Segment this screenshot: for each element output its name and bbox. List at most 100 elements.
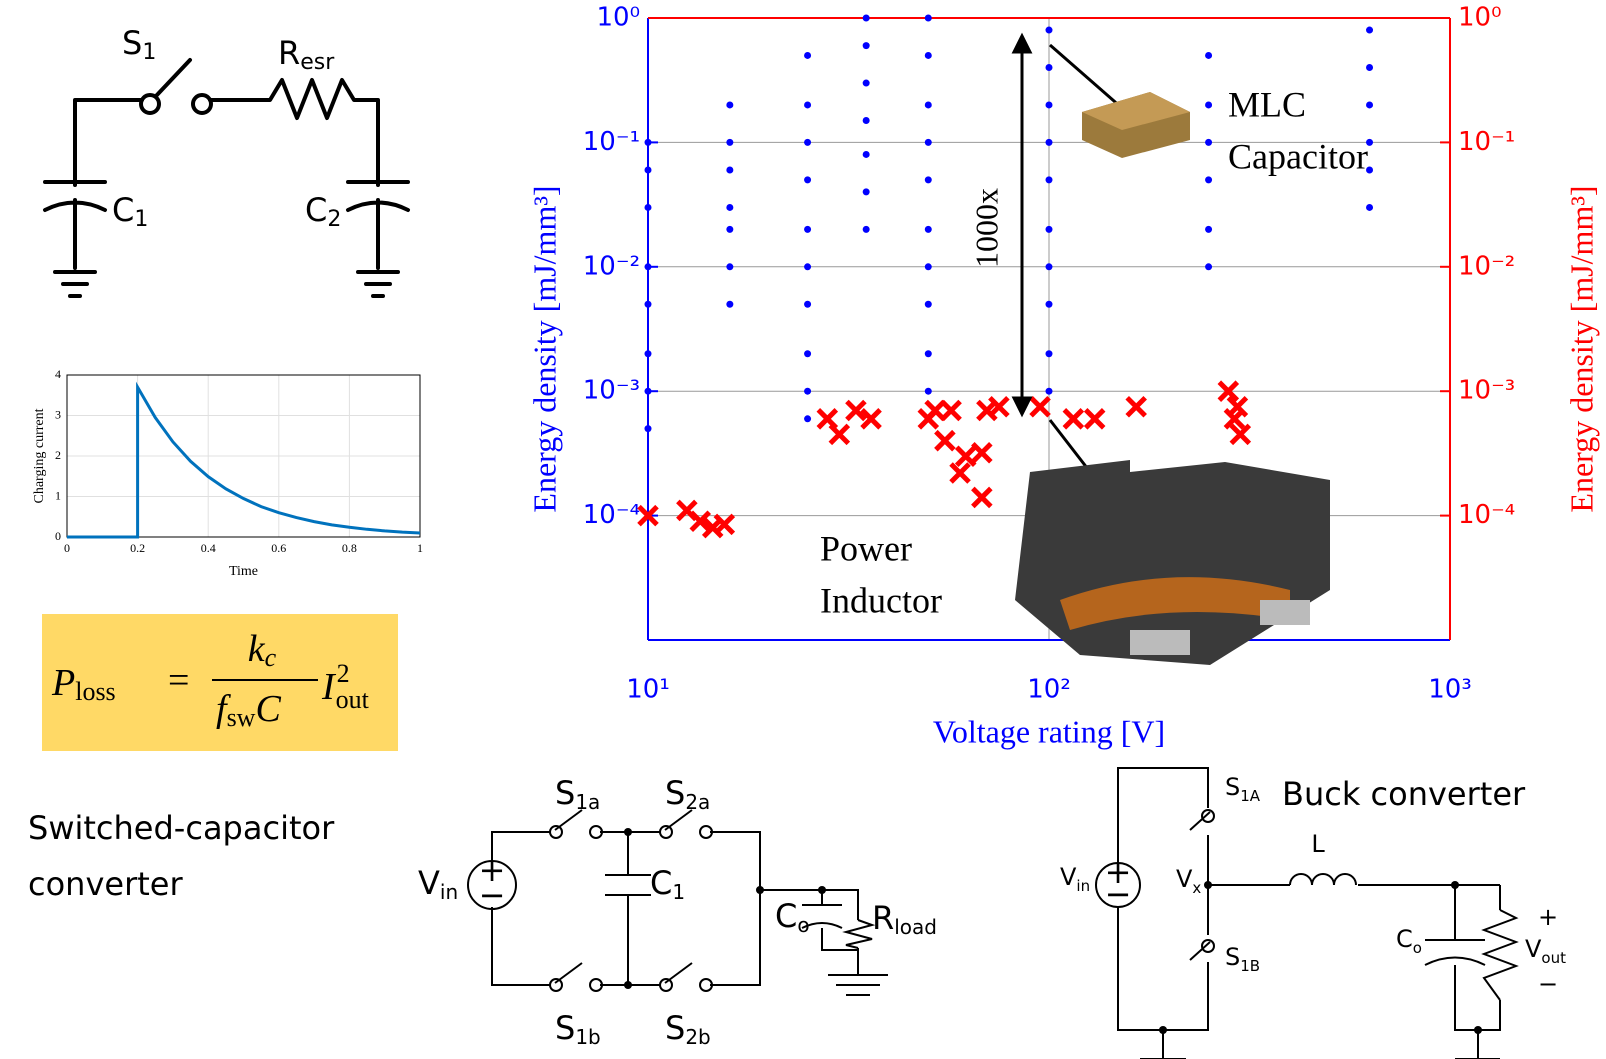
x-axis-label: Time <box>229 564 258 579</box>
label: Vin <box>418 864 458 904</box>
label-sub: in <box>440 880 458 904</box>
y-tick-label: 1 <box>55 488 61 502</box>
y-axis-label: Energy density [mJ/mm³] <box>526 185 562 512</box>
label: S1 <box>122 24 156 65</box>
y2-tick-label: 10⁻⁴ <box>1458 500 1515 530</box>
x-tick-label: 10² <box>1027 675 1071 705</box>
label-sub: in <box>1076 877 1090 895</box>
y-tick-label: 0 <box>55 529 61 543</box>
buck-circuit: Buck converter + − L + − <box>1096 768 1558 1059</box>
label: S2b <box>665 1009 711 1049</box>
x-marker <box>957 447 975 465</box>
label-sub: out <box>1541 949 1566 967</box>
dot <box>804 101 811 108</box>
sym: P <box>51 662 75 704</box>
annotation: Capacitor <box>1228 136 1368 176</box>
page: S1 Resr C1 C2 Ploss = kc fswC I2out Swit… <box>0 0 1606 1059</box>
annotation: Power <box>820 528 912 568</box>
label: S1A <box>1225 773 1261 805</box>
x-marker <box>936 432 954 450</box>
contact <box>1202 810 1214 822</box>
y-tick-label: 10⁰ <box>596 3 640 33</box>
contact <box>550 826 562 838</box>
dot <box>863 151 870 158</box>
annotation: 1000x <box>968 188 1004 268</box>
contact <box>660 979 672 991</box>
label-sub: 1B <box>1240 957 1260 975</box>
dot <box>645 350 652 357</box>
capacitor <box>45 182 105 296</box>
dot <box>1046 64 1053 71</box>
x-marker <box>973 444 991 462</box>
wire <box>75 80 378 185</box>
dot <box>863 188 870 195</box>
inductor-pad <box>1130 630 1190 655</box>
dot <box>1205 263 1212 270</box>
x-marker <box>1031 398 1049 416</box>
dot <box>645 425 652 432</box>
label-sub: o <box>797 913 809 937</box>
x-tick-label: 10¹ <box>626 675 670 705</box>
label: Vout <box>1525 935 1566 967</box>
y-tick-label: 3 <box>55 407 61 421</box>
x-tick-label: 0.4 <box>201 541 216 555</box>
x-marker <box>973 488 991 506</box>
label-sub: 1 <box>134 207 148 232</box>
dot <box>804 176 811 183</box>
dot <box>925 15 932 22</box>
capacitor <box>348 182 408 296</box>
x-tick-label: 0.6 <box>271 541 286 555</box>
dot <box>1046 176 1053 183</box>
x-tick-label: 1 <box>417 541 423 555</box>
node <box>1451 881 1459 889</box>
dot <box>804 226 811 233</box>
label-base: S <box>665 1009 685 1047</box>
rc-circuit: S1 Resr C1 C2 <box>45 24 408 296</box>
components <box>555 810 872 983</box>
switch-contact <box>193 95 211 113</box>
label-base: R <box>872 899 894 937</box>
x-tick-label: 0 <box>64 541 70 555</box>
x-marker <box>1064 410 1082 428</box>
node <box>818 886 826 894</box>
label-base: S <box>1225 943 1240 971</box>
label-base: V <box>418 864 440 902</box>
dot <box>645 204 652 211</box>
dot <box>925 52 932 59</box>
dot <box>1046 139 1053 146</box>
label-sub: x <box>1192 879 1201 897</box>
dot <box>925 176 932 183</box>
label: S2a <box>665 774 710 814</box>
dot <box>1205 52 1212 59</box>
inductor-pad <box>1260 600 1310 625</box>
dot <box>1046 301 1053 308</box>
y-tick-label: 10⁻² <box>583 251 640 281</box>
x-axis-label: Voltage rating [V] <box>933 713 1165 749</box>
dot <box>863 80 870 87</box>
dot <box>1205 101 1212 108</box>
dot <box>1046 101 1053 108</box>
y-tick-label: 10⁻³ <box>583 376 640 406</box>
sym: C <box>255 688 281 730</box>
sub: out <box>336 685 370 714</box>
x-marker <box>951 464 969 482</box>
dot <box>726 204 733 211</box>
label-sub: esr <box>300 50 335 75</box>
dot <box>645 139 652 146</box>
x-tick-label: 10³ <box>1428 675 1472 705</box>
dot <box>1046 226 1053 233</box>
dot <box>925 139 932 146</box>
label-base: S <box>555 1009 575 1047</box>
dot <box>925 388 932 395</box>
label: Vin <box>1060 863 1090 895</box>
dot <box>804 52 811 59</box>
annotation: Inductor <box>820 580 942 620</box>
label-base: C <box>775 897 797 935</box>
dot <box>645 301 652 308</box>
polarity: − <box>479 876 506 914</box>
dot <box>1366 101 1373 108</box>
contact <box>660 826 672 838</box>
equals: = <box>168 660 189 702</box>
label-sub: 1A <box>1240 787 1261 805</box>
